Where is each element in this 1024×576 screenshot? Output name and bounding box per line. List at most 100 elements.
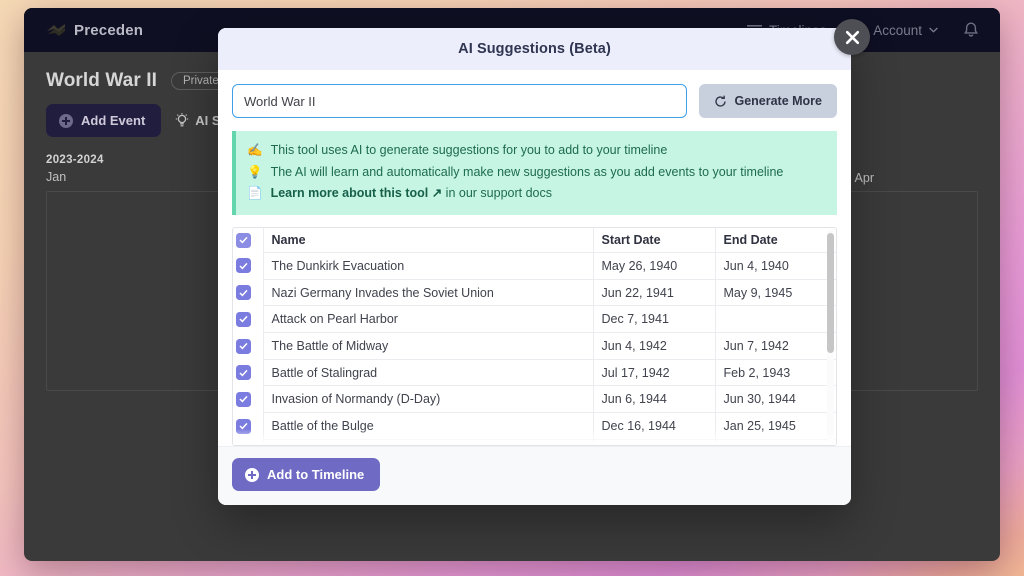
row-checkbox-cell[interactable] (233, 439, 263, 445)
add-to-timeline-button[interactable]: Add to Timeline (232, 458, 381, 491)
row-checkbox[interactable] (236, 311, 251, 327)
row-name: The Battle of Midway (262, 332, 593, 360)
row-checkbox-cell[interactable] (233, 253, 263, 280)
action-button-row: Add Event AI Sug (46, 104, 978, 137)
brand-logo[interactable]: Preceden (46, 22, 143, 39)
row-start-date: Dec 7, 1941 (592, 305, 715, 334)
check-icon (239, 262, 248, 270)
row-start-date: Jul 17, 1942 (592, 359, 715, 387)
suggestions-table-wrapper: Name Start Date End Date The Dunkirk Eva… (232, 226, 837, 446)
table-row[interactable]: Nazi Germany Invades the Soviet Union Jun… (233, 279, 836, 307)
preceden-logo-icon (47, 24, 65, 36)
row-name: Invasion of Normandy (D-Day) (262, 385, 593, 414)
table-row[interactable]: Postwar Division of Germany19451949 (233, 439, 836, 445)
column-header-start-date[interactable]: Start Date (592, 227, 715, 253)
plus-icon (59, 113, 73, 128)
row-checkbox-cell[interactable] (233, 333, 263, 360)
row-checkbox[interactable] (236, 365, 251, 381)
row-checkbox-cell[interactable] (233, 413, 263, 440)
writing-hand-icon: ✍️ (247, 143, 263, 157)
title-row: World War II Private (46, 70, 978, 92)
table-row[interactable]: Battle of Stalingrad Jul 17, 1942 Feb 2, 1… (233, 359, 836, 387)
lightbulb-emoji-icon: 💡 (247, 164, 263, 179)
modal-body: Generate More ✍️ This tool uses AI to ge… (218, 70, 851, 446)
row-checkbox[interactable] (236, 418, 251, 434)
row-checkbox[interactable] (236, 285, 251, 301)
support-docs-link[interactable]: Learn more about this tool ↗ (270, 186, 443, 200)
info-text-1: This tool uses AI to generate suggestion… (270, 143, 668, 157)
row-end-date: Feb 2, 1943 (714, 359, 836, 387)
timeline-axis-label: 2023-2024 Jan (46, 153, 978, 185)
page-title: World War II (46, 70, 157, 91)
info-line-3: 📄 Learn more about this tool ↗ in our su… (247, 183, 825, 205)
suggestions-table-body: The Dunkirk Evacuation May 26, 1940 Jun 4,… (233, 252, 836, 445)
add-event-button[interactable]: Add Event (46, 104, 162, 137)
table-scrollbar-thumb[interactable] (827, 232, 834, 353)
add-event-label: Add Event (81, 113, 146, 128)
row-end-date (714, 305, 836, 334)
document-emoji-icon: 📄 (247, 186, 263, 200)
info-banner: ✍️ This tool uses AI to generate suggest… (232, 131, 837, 215)
column-header-name[interactable]: Name (262, 227, 593, 253)
table-row[interactable]: The Battle of Midway Jun 4, 1942 Jun 7, 19… (233, 332, 836, 360)
table-row[interactable]: The Dunkirk Evacuation May 26, 1940 Jun 4,… (233, 252, 836, 280)
row-name: The Dunkirk Evacuation (262, 252, 593, 280)
plus-icon (245, 467, 259, 482)
info-text-2: The AI will learn and automatically make… (270, 164, 784, 179)
timeline-month-jan: Jan (46, 169, 67, 184)
chevron-down-icon (929, 27, 938, 33)
nav-label-account: Account (873, 22, 922, 38)
row-start-date: Dec 16, 1944 (592, 412, 715, 440)
check-icon (239, 236, 248, 244)
check-icon (239, 422, 248, 430)
suggestions-table-scroll[interactable]: Name Start Date End Date The Dunkirk Eva… (233, 227, 836, 445)
generate-more-label: Generate More (734, 94, 822, 108)
check-icon (239, 369, 248, 377)
table-scrollbar-track[interactable] (827, 229, 834, 443)
row-name: Nazi Germany Invades the Soviet Union (262, 279, 593, 307)
modal-footer: Add to Timeline (218, 446, 851, 505)
row-checkbox[interactable] (236, 338, 251, 354)
topic-search-input[interactable] (232, 84, 688, 118)
row-start-date: May 26, 1940 (592, 252, 715, 280)
select-all-checkbox[interactable] (236, 232, 251, 248)
table-row[interactable]: Invasion of Normandy (D-Day) Jun 6, 1944 J… (233, 385, 836, 414)
modal-header: AI Suggestions (Beta) (218, 28, 851, 70)
add-to-timeline-label: Add to Timeline (267, 467, 365, 482)
check-icon (239, 316, 248, 323)
row-start-date: Jun 22, 1941 (592, 279, 715, 307)
ai-suggestions-modal: AI Suggestions (Beta) Generate More ✍️ T… (218, 28, 851, 505)
row-end-date: May 9, 1945 (714, 279, 836, 307)
close-modal-button[interactable] (834, 19, 870, 55)
close-icon (845, 30, 859, 44)
info-line-2: 💡 The AI will learn and automatically ma… (247, 162, 825, 184)
row-name: Battle of Stalingrad (262, 359, 593, 387)
row-end-date: Jan 25, 1945 (714, 412, 836, 440)
table-row[interactable]: Attack on Pearl Harbor Dec 7, 1941 (233, 305, 836, 334)
check-icon (239, 342, 248, 350)
notifications-button[interactable] (964, 22, 978, 38)
row-start-date: Jun 4, 1942 (592, 332, 715, 360)
row-checkbox-cell[interactable] (233, 306, 263, 333)
row-checkbox-cell[interactable] (233, 279, 263, 306)
select-all-cell[interactable] (233, 228, 263, 253)
lightbulb-icon (176, 113, 189, 127)
info-line-1: ✍️ This tool uses AI to generate suggest… (247, 140, 825, 162)
row-checkbox-cell[interactable] (233, 359, 263, 386)
generate-more-button[interactable]: Generate More (699, 84, 837, 118)
info-text-3-rest: in our support docs (445, 186, 552, 200)
column-header-end-date[interactable]: End Date (714, 227, 836, 253)
timeline-month-apr: Apr (854, 171, 874, 185)
row-name: Battle of the Bulge (262, 412, 593, 440)
row-checkbox[interactable] (236, 391, 251, 407)
row-checkbox[interactable] (236, 258, 251, 274)
row-end-date: Jun 4, 1940 (714, 252, 836, 280)
row-end-date: Jun 7, 1942 (714, 332, 836, 360)
row-checkbox-cell[interactable] (233, 386, 263, 413)
check-icon (239, 289, 248, 297)
refresh-icon (715, 95, 727, 107)
table-row[interactable]: Battle of the Bulge Dec 16, 1944 Jan 25, 1… (233, 412, 836, 440)
check-icon (239, 396, 248, 403)
row-name: Postwar Division of Germany (262, 439, 593, 445)
row-end-date: 1949 (714, 439, 836, 445)
